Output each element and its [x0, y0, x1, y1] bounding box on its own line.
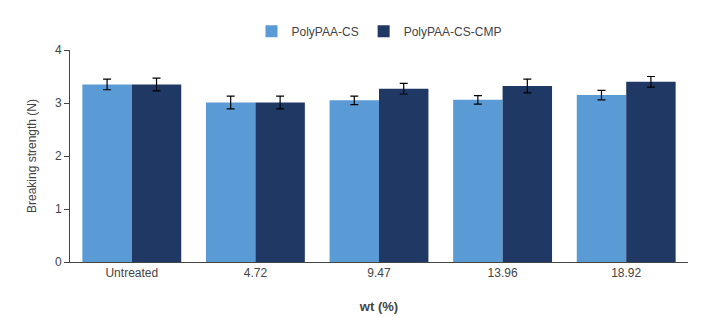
- svg-text:Untreated: Untreated: [105, 266, 158, 280]
- svg-text:13.96: 13.96: [488, 266, 518, 280]
- svg-text:wt (%): wt (%): [359, 299, 398, 314]
- svg-text:1: 1: [55, 202, 62, 216]
- svg-text:2: 2: [55, 149, 62, 163]
- svg-text:Breaking strength (N): Breaking strength (N): [25, 99, 39, 213]
- svg-text:0: 0: [55, 255, 62, 269]
- svg-text:PolyPAA-CS: PolyPAA-CS: [292, 25, 359, 39]
- svg-text:18.92: 18.92: [611, 266, 641, 280]
- svg-text:4: 4: [55, 43, 62, 57]
- svg-text:9.47: 9.47: [367, 266, 391, 280]
- svg-text:3: 3: [55, 96, 62, 110]
- svg-text:4.72: 4.72: [244, 266, 268, 280]
- svg-text:PolyPAA-CS-CMP: PolyPAA-CS-CMP: [404, 25, 502, 39]
